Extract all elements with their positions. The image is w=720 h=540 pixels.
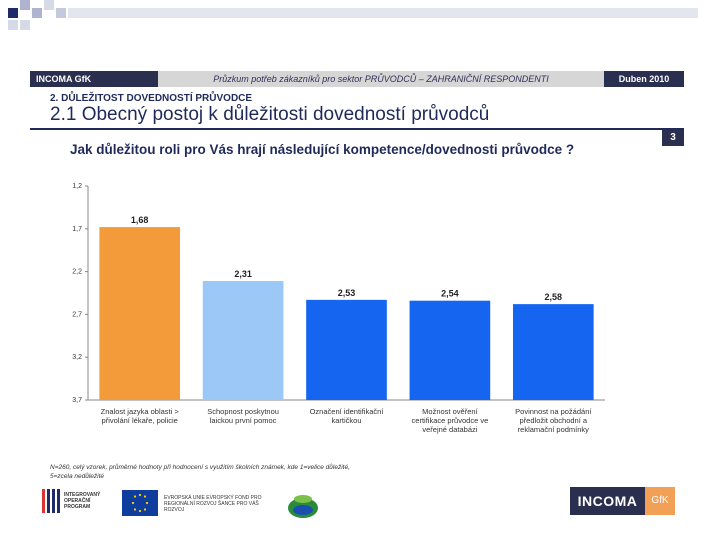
gfk-logo-text: GfK <box>645 487 675 515</box>
y-tick-label: 3,2 <box>72 354 82 361</box>
data-label: 2,58 <box>545 292 563 302</box>
bar <box>306 299 387 400</box>
category-label: certifikace průvodce ve <box>412 416 489 425</box>
incoma-gfk-logo: INCOMA GfK <box>570 487 675 515</box>
y-tick-label: 2,2 <box>72 269 82 276</box>
category-label: kartičkou <box>331 416 361 425</box>
data-label: 1,68 <box>131 215 149 225</box>
bar-chart: 1,2 1,7 2,2 2,7 3,2 3,7 1,68 Znalost jazyka obl… <box>72 183 605 434</box>
bar <box>512 304 594 400</box>
category-label: laickou první pomoc <box>210 416 277 425</box>
decorative-squares <box>8 0 698 30</box>
category-label: předložit obchodní a <box>520 416 588 425</box>
header-center: Průzkum potřeb zákazníků pro sektor PRŮV… <box>158 71 604 87</box>
incoma-logo-text: INCOMA <box>570 487 645 515</box>
y-tick-label: 1,2 <box>72 183 82 190</box>
title-rule <box>30 128 684 130</box>
category-label: Znalost jazyka oblasti > <box>101 407 180 416</box>
iop-text: INTEGROVANÝ OPERAČNÍ PROGRAM <box>64 492 101 510</box>
eu-flag-icon <box>122 490 158 516</box>
bar <box>409 300 491 400</box>
footnote: N=260, celý vzorek, průměrné hodnoty při… <box>50 464 350 480</box>
category-label: přivolání lékaře, policie <box>102 416 178 425</box>
chart-question: Jak důležitou roli pro Vás hrají následu… <box>70 142 575 157</box>
data-label: 2,53 <box>338 288 356 298</box>
category-label: Schopnost poskytnou <box>207 407 279 416</box>
bar <box>202 281 284 400</box>
category-label: reklamační podmínky <box>518 425 590 434</box>
eu-text: EVROPSKÁ UNIE EVROPSKÝ FOND PRO REGIONÁL… <box>164 495 262 513</box>
y-tick-label: 1,7 <box>72 226 82 233</box>
nature-logo-icon <box>288 495 318 518</box>
category-label: Možnost ověření <box>422 407 478 416</box>
page-number: 3 <box>662 130 684 146</box>
iop-bars-icon <box>42 489 60 513</box>
category-label: veřejné databázi <box>422 425 477 434</box>
bar <box>99 227 181 400</box>
y-tick-label: 2,7 <box>72 311 82 318</box>
page-title: 2.1 Obecný postoj k důležitosti dovednos… <box>50 104 490 125</box>
header-left: INCOMA GfK <box>30 71 158 87</box>
y-tick-label: 3,7 <box>72 397 82 404</box>
header-bar: INCOMA GfK Průzkum potřeb zákazníků pro … <box>30 71 684 87</box>
category-label: Označení identifikační <box>310 407 385 416</box>
section-label: 2. DŮLEŽITOST DOVEDNOSTÍ PRŮVODCE <box>50 93 253 104</box>
data-label: 2,54 <box>441 289 459 299</box>
iop-logo: INTEGROVANÝ OPERAČNÍ PROGRAM <box>42 489 104 513</box>
header-date: Duben 2010 <box>604 71 684 87</box>
data-label: 2,31 <box>234 269 252 279</box>
category-label: Povinnost na požádání <box>515 407 592 416</box>
